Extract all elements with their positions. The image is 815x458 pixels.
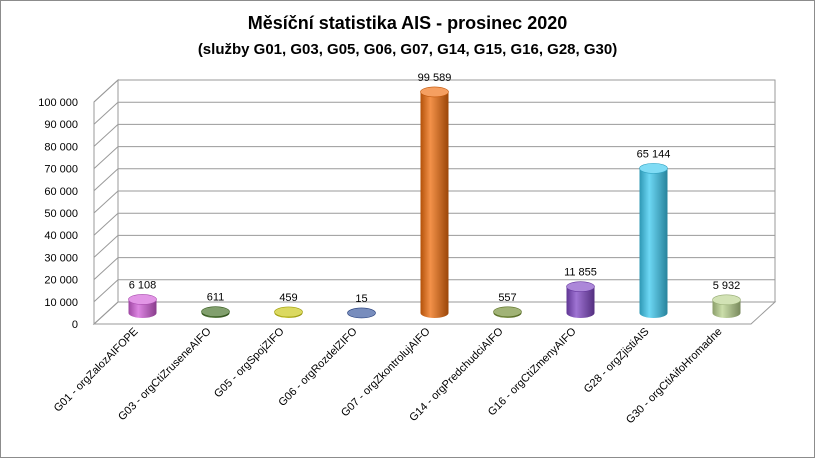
bar-1: [128, 294, 157, 318]
data-label: 557: [498, 292, 516, 304]
chart-subtitle: (služby G01, G03, G05, G06, G07, G14, G1…: [197, 41, 618, 58]
bar-top: [274, 306, 303, 318]
bar-top: [566, 281, 595, 292]
x-tick-label: G06 - orgRozdelZIFO: [276, 325, 360, 409]
bar-top: [639, 163, 668, 174]
bar-6: [493, 306, 522, 318]
y-tick-label: 20 000: [44, 275, 78, 287]
gridline: [93, 279, 775, 303]
bar-body: [639, 168, 668, 318]
bar-body: [420, 91, 449, 319]
gridline: [93, 123, 775, 147]
data-label: 99 589: [418, 72, 452, 84]
y-tick-label: 30 000: [44, 252, 78, 264]
gridline: [93, 190, 775, 214]
y-tick-label: 100 000: [38, 97, 78, 109]
chart-title: Měsíční statistika AIS - prosinec 2020: [247, 13, 568, 33]
bar-top: [128, 294, 157, 305]
data-label: 6 108: [129, 279, 157, 291]
bar-top: [347, 307, 376, 319]
bar-top: [201, 306, 230, 317]
bar-top: [420, 86, 449, 98]
data-label: 11 855: [564, 267, 597, 279]
bar-top: [493, 306, 522, 318]
data-label: 459: [279, 292, 297, 304]
gridline: [93, 212, 775, 236]
bar-2: [201, 306, 230, 318]
data-label: 5 932: [713, 280, 741, 292]
y-tick-label: 0: [72, 319, 78, 331]
x-tick-label: G05 - orgSpojZIFO: [212, 325, 287, 400]
gridline: [93, 257, 775, 280]
chart-bars: [128, 86, 741, 319]
bar-9: [712, 294, 741, 318]
y-tick-label: 70 000: [44, 164, 78, 176]
gridline: [93, 79, 775, 103]
gridline: [93, 146, 775, 169]
gridline: [93, 168, 775, 192]
y-tick-label: 90 000: [44, 119, 78, 131]
bar-7: [566, 281, 595, 318]
bar-4: [347, 307, 376, 319]
gridline: [93, 234, 775, 258]
y-axis: 0 10 000 20 000 30 000 40 000 50 000 60 000 70 …: [38, 97, 78, 331]
data-label: 611: [207, 292, 225, 304]
bar-8: [639, 163, 668, 318]
bar-3: [274, 306, 303, 318]
gridline: [93, 301, 775, 325]
bar-5: [420, 86, 449, 319]
bar-body: [566, 286, 595, 318]
y-tick-label: 60 000: [44, 186, 78, 198]
data-label: 15: [355, 293, 367, 305]
y-tick-label: 10 000: [44, 297, 78, 309]
chart-gridlines: [93, 79, 775, 325]
y-tick-label: 50 000: [44, 208, 78, 220]
bar-top: [712, 294, 741, 306]
x-tick-label: G28 - orgZjistiAIS: [582, 326, 652, 396]
y-tick-label: 40 000: [44, 230, 78, 242]
x-tick-label: G01 - orgZalozAIFOPE: [52, 326, 141, 415]
gridline: [93, 101, 775, 125]
y-tick-label: 80 000: [44, 141, 78, 153]
data-labels: 6 108 611 459 15 99 589 557 11 855 65 144 5 932: [129, 72, 741, 305]
data-label: 65 144: [637, 148, 671, 160]
